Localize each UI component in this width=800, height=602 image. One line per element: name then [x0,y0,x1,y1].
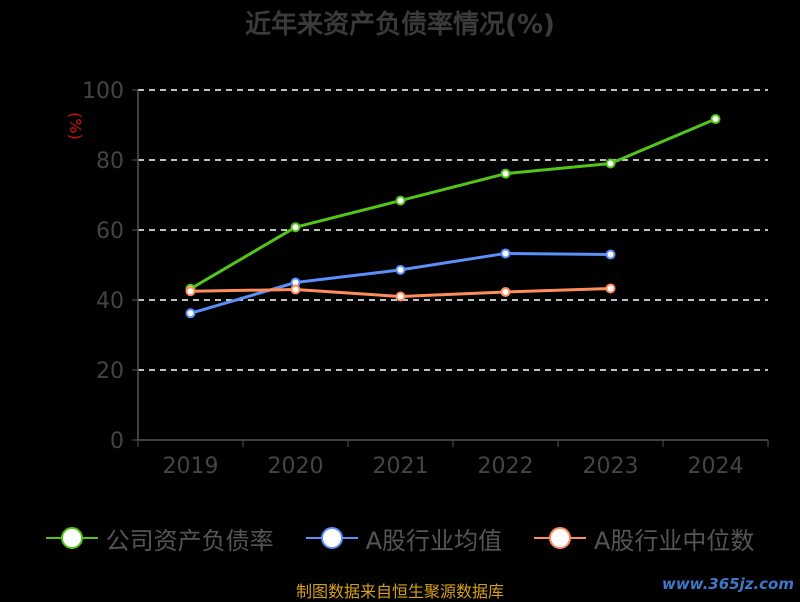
legend-label: A股行业均值 [365,526,502,555]
y-tick-label: 60 [96,219,124,244]
data-point [395,195,406,206]
legend-item-2[interactable]: A股行业中位数 [534,521,754,556]
y-axis-unit: (%) [66,112,85,140]
chart-title: 近年来资产负债率情况(%) [245,10,555,40]
x-tick-label: 2020 [268,454,324,479]
legend-marker-icon [305,526,358,550]
series-line-1 [190,251,611,315]
data-point [605,249,616,260]
data-point [500,248,511,259]
data-point [185,308,196,319]
axes: 0 20 40 60 80 100 (%) 2019 2020 2021 2022 2023 2024 [66,79,769,479]
legend-label: 公司资产负债率 [105,526,274,555]
data-points [185,114,721,319]
y-tick-label: 20 [96,359,124,384]
data-point [605,283,616,294]
x-tick-label: 2024 [688,454,744,479]
grid-lines [138,89,768,371]
data-point [290,284,301,295]
data-point [605,158,616,169]
data-point [710,114,721,125]
legend-item-1[interactable]: A股行业均值 [305,521,502,556]
legend-marker-icon [45,526,98,550]
legend-item-0[interactable]: 公司资产负债率 [45,521,274,556]
watermark-logo: www.365jz.com [661,575,794,593]
legend-label: A股行业中位数 [594,526,755,555]
data-point [395,264,406,275]
series-line-0 [189,117,717,291]
x-tick-label: 2021 [373,454,429,479]
legend-marker-icon [534,526,586,550]
data-point [185,286,196,297]
data-point [500,286,511,297]
data-point [500,168,511,179]
y-tick-label: 80 [96,149,124,174]
y-tick-label: 0 [110,429,124,454]
source-note: 制图数据来自恒生聚源数据库 [295,582,504,601]
series-lines [189,117,717,315]
x-tick-label: 2023 [583,454,639,479]
y-tick-label: 40 [96,289,124,314]
x-tick-label: 2019 [163,454,219,479]
x-tick-label: 2022 [478,454,534,479]
data-point [290,222,301,233]
y-tick-label: 100 [82,79,124,104]
legend: 公司资产负债率 A股行业均值 A股行业中位数 [0,518,800,558]
data-point [395,291,406,302]
